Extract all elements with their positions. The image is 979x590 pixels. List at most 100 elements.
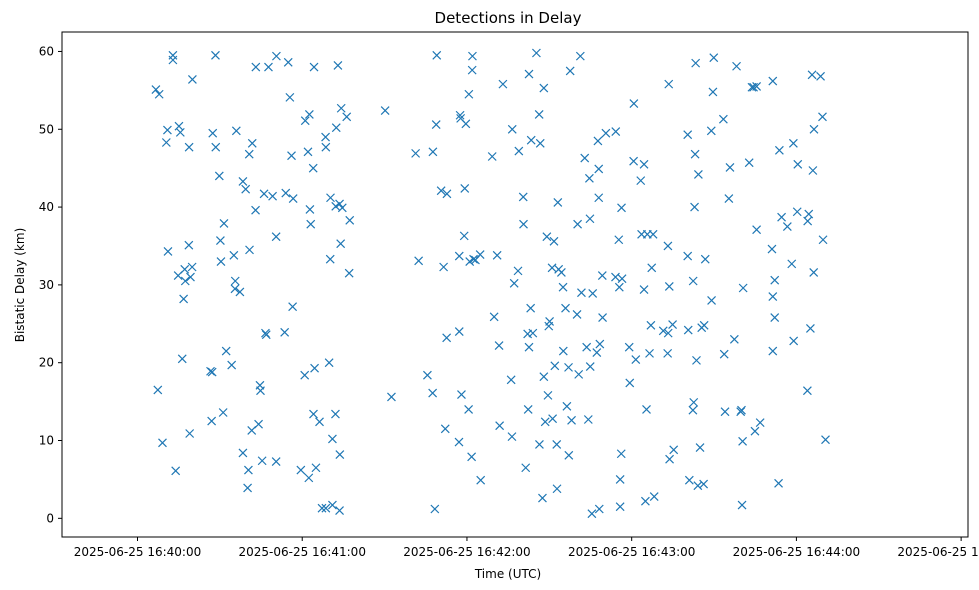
data-point — [311, 463, 321, 473]
data-point — [700, 254, 710, 264]
data-point — [663, 241, 673, 251]
data-point — [487, 152, 497, 161]
data-point — [617, 203, 626, 213]
data-point — [345, 215, 355, 225]
data-point — [788, 138, 798, 148]
data-point — [179, 294, 189, 304]
data-point — [251, 205, 260, 215]
data-point — [770, 313, 780, 322]
data-point — [549, 236, 559, 246]
data-point — [684, 475, 694, 485]
data-point — [642, 404, 651, 414]
data-point — [611, 127, 621, 137]
data-point — [669, 445, 679, 455]
data-point — [518, 192, 528, 202]
y-tick-label: 0 — [46, 511, 54, 525]
data-point — [230, 276, 240, 286]
data-point — [724, 194, 734, 203]
data-point — [335, 199, 344, 209]
y-axis-ticks: 0 10 20 30 40 50 60 — [39, 44, 62, 525]
data-point — [245, 245, 254, 255]
data-point — [699, 320, 709, 330]
data-point — [344, 268, 354, 278]
data-point — [440, 424, 450, 434]
data-point — [211, 50, 220, 60]
data-point — [163, 247, 173, 256]
data-point — [464, 89, 474, 99]
data-point — [594, 193, 604, 203]
data-point — [455, 110, 465, 120]
data-point — [803, 216, 813, 226]
data-point — [709, 53, 719, 63]
data-point — [821, 435, 830, 445]
data-point — [567, 415, 576, 425]
data-point — [648, 229, 658, 239]
data-point — [254, 419, 263, 429]
data-point — [624, 342, 634, 352]
data-point — [514, 146, 524, 156]
data-point — [718, 114, 728, 124]
data-point — [564, 450, 574, 460]
data-point — [683, 130, 693, 140]
data-point — [649, 492, 659, 501]
data-point — [468, 51, 477, 61]
data-point — [184, 240, 194, 250]
data-point — [807, 70, 817, 80]
data-point — [238, 176, 248, 186]
data-point — [288, 302, 298, 312]
data-point — [688, 276, 698, 286]
data-point — [296, 465, 306, 475]
data-point — [774, 145, 784, 155]
data-point — [177, 354, 187, 364]
data-point — [305, 204, 315, 214]
data-point — [585, 214, 595, 224]
data-point — [187, 75, 197, 84]
x-tick-label: 2025-06-25 16:43:00 — [568, 545, 695, 559]
data-point — [695, 443, 705, 452]
data-point — [457, 390, 466, 400]
data-point — [315, 417, 324, 427]
data-point — [564, 362, 573, 372]
data-point — [547, 263, 557, 273]
data-point — [219, 218, 229, 228]
data-point — [495, 421, 505, 431]
data-point — [432, 50, 442, 60]
data-point — [442, 333, 452, 343]
y-tick-label: 20 — [39, 356, 54, 370]
data-point — [304, 473, 314, 483]
data-point — [523, 404, 533, 414]
data-point — [556, 268, 566, 277]
data-point — [737, 405, 746, 415]
data-point — [506, 375, 516, 385]
data-point — [306, 219, 316, 229]
data-point — [573, 219, 583, 229]
data-point — [243, 483, 253, 493]
chart-title: Detections in Delay — [435, 9, 582, 27]
data-point — [521, 463, 531, 473]
data-point — [285, 92, 295, 102]
data-point — [211, 142, 221, 152]
data-point — [185, 429, 195, 438]
x-tick-label: 2025-06-25 16:42:00 — [403, 545, 530, 559]
plot-points — [151, 48, 830, 519]
data-point — [431, 120, 441, 130]
data-point — [208, 128, 218, 138]
data-point — [658, 326, 668, 336]
data-point — [818, 235, 828, 245]
data-point — [646, 320, 656, 330]
data-point — [584, 173, 594, 183]
data-point — [693, 481, 703, 491]
data-point — [218, 408, 228, 417]
data-point — [414, 256, 424, 266]
data-point — [214, 171, 224, 181]
data-point — [309, 409, 318, 419]
data-point — [287, 151, 296, 161]
data-point — [206, 366, 215, 376]
data-point — [207, 367, 217, 377]
data-point — [663, 328, 673, 338]
data-point — [227, 360, 237, 370]
data-point — [300, 116, 310, 126]
data-point — [818, 112, 827, 122]
data-point — [645, 348, 654, 358]
y-tick-label: 50 — [39, 122, 54, 136]
